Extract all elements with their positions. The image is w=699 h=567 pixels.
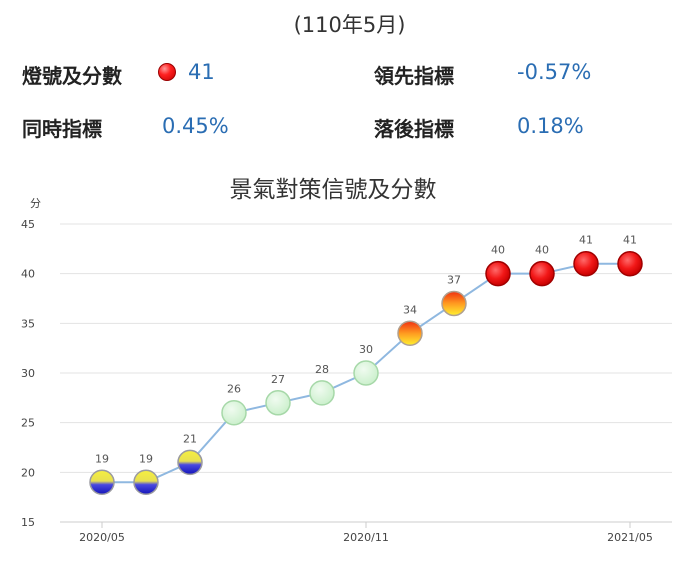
data-label: 19 xyxy=(139,452,153,465)
chart-title: 景氣對策信號及分數 xyxy=(230,177,437,203)
x-tick-label: 2020/05 xyxy=(79,531,125,544)
data-label: 40 xyxy=(491,244,505,257)
leading-index-value: -0.57% xyxy=(517,60,592,84)
lagging-index-label: 落後指標 xyxy=(374,117,454,141)
data-label: 40 xyxy=(535,244,549,257)
leading-index-label: 領先指標 xyxy=(374,64,454,88)
data-point-red[interactable] xyxy=(617,250,643,277)
period-label: (110年5月) xyxy=(293,13,406,37)
data-point-green[interactable] xyxy=(265,390,291,416)
data-point-green[interactable] xyxy=(221,399,247,426)
data-label: 19 xyxy=(95,452,109,465)
data-point-yellow-blue[interactable] xyxy=(89,469,115,496)
red-signal-icon xyxy=(158,63,176,81)
y-tick-label: 30 xyxy=(21,367,35,380)
data-label: 34 xyxy=(403,303,417,316)
data-label: 37 xyxy=(447,273,461,286)
y-tick-label: 20 xyxy=(21,466,35,479)
data-label: 26 xyxy=(227,383,241,396)
x-tick-label: 2020/11 xyxy=(343,531,389,544)
signal-score-label: 燈號及分數 xyxy=(22,64,122,88)
coincident-index-label: 同時指標 xyxy=(22,117,102,141)
data-label: 41 xyxy=(623,234,637,247)
y-tick-label: 15 xyxy=(21,516,35,529)
data-label: 30 xyxy=(359,343,373,356)
data-point-green[interactable] xyxy=(353,360,379,386)
y-tick-label: 35 xyxy=(21,317,35,330)
signal-score-value: 41 xyxy=(188,60,215,84)
y-tick-label: 40 xyxy=(21,268,35,281)
data-label: 41 xyxy=(579,234,593,247)
data-point-red[interactable] xyxy=(485,260,511,287)
data-point-yellow-blue[interactable] xyxy=(177,449,203,476)
data-point-red[interactable] xyxy=(529,260,555,287)
y-tick-label: 45 xyxy=(21,218,35,231)
data-label: 21 xyxy=(183,432,197,445)
data-point-yellow-red[interactable] xyxy=(397,320,423,347)
data-point-green[interactable] xyxy=(309,380,335,406)
coincident-index-value: 0.45% xyxy=(162,114,229,138)
data-point-red[interactable] xyxy=(573,250,599,277)
x-tick-label: 2021/05 xyxy=(607,531,653,544)
data-label: 27 xyxy=(271,373,285,386)
data-label: 28 xyxy=(315,363,329,376)
data-point-yellow-red[interactable] xyxy=(441,290,467,317)
y-tick-label: 25 xyxy=(21,417,35,430)
data-point-yellow-blue[interactable] xyxy=(133,469,159,496)
lagging-index-value: 0.18% xyxy=(517,114,584,138)
y-axis-unit-label: 分 xyxy=(30,197,41,210)
